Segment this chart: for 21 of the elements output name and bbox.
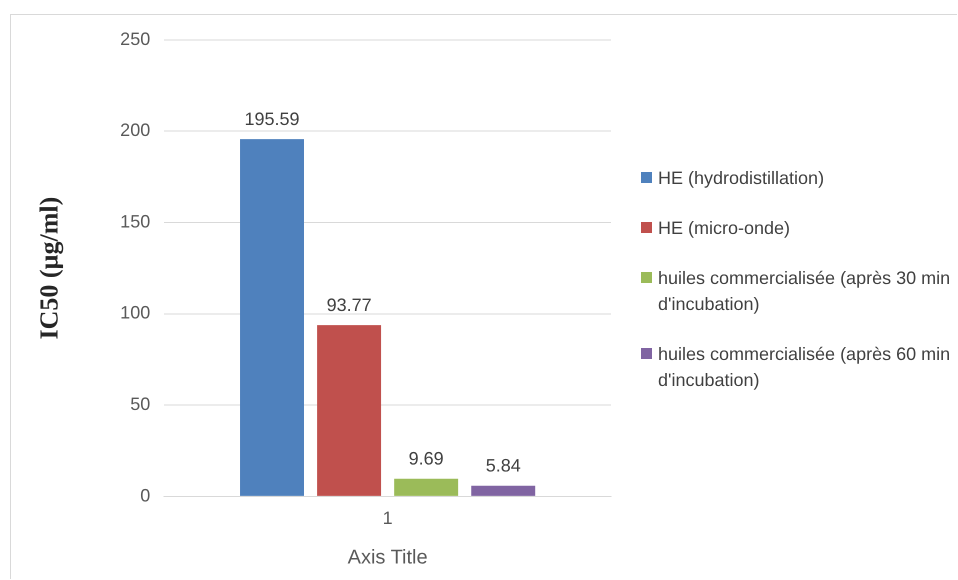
y-tick-label: 150	[120, 211, 150, 232]
bar	[394, 478, 458, 496]
bar	[471, 486, 536, 496]
y-tick-label: 250	[120, 28, 150, 49]
y-tick-label: 50	[130, 394, 150, 414]
x-tick-label: 1	[382, 508, 393, 528]
legend-label: huiles commercialisée (après 60 min d'incubation)	[658, 343, 951, 392]
data-label: 5.84	[486, 456, 521, 476]
legend-label: HE (hydrodistillation)	[658, 167, 824, 190]
data-label: 9.69	[408, 448, 444, 469]
data-label: 93.77	[326, 295, 372, 316]
y-tick-label: 0	[140, 485, 150, 506]
data-label: 195.59	[244, 109, 300, 130]
x-axis-title: Axis Title	[348, 546, 428, 569]
y-tick-label: 200	[120, 120, 150, 140]
bar	[317, 325, 382, 496]
legend-label: huiles commercialisée (après 30 min d'incubation)	[658, 267, 951, 316]
bar	[240, 139, 304, 496]
legend-label: HE (micro-onde)	[658, 217, 790, 240]
y-axis-title: IC50 (µg/ml)	[34, 196, 64, 340]
y-tick-label: 100	[120, 302, 150, 323]
